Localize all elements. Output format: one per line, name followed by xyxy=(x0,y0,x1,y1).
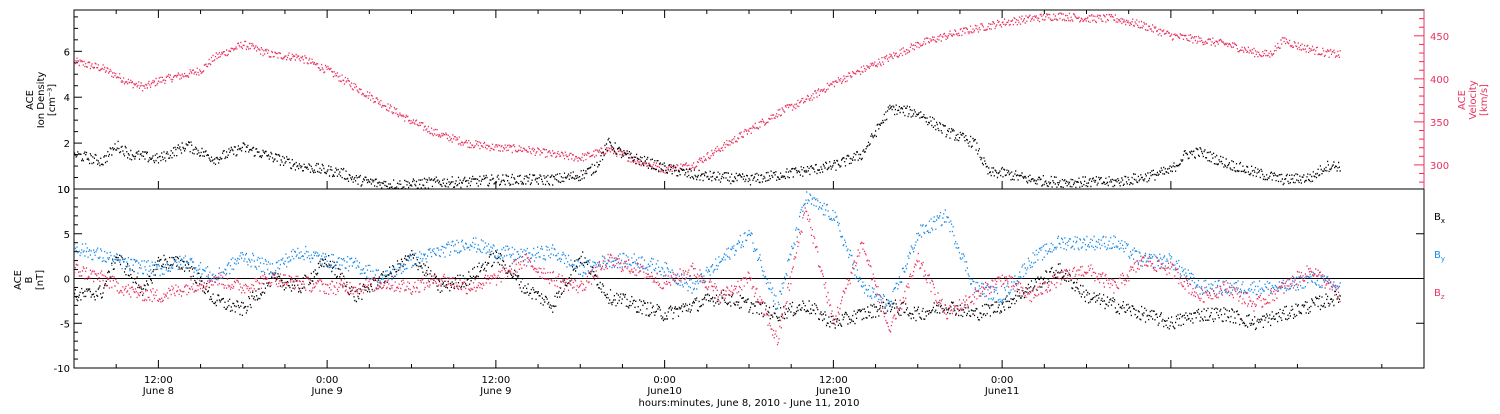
bottom-axis-title-line: B xyxy=(24,276,35,283)
top-right-tick-label: 450 xyxy=(1430,32,1449,43)
x-tick-label-date: June11 xyxy=(984,386,1020,397)
bottom-left-tick-label: -5 xyxy=(60,319,70,330)
x-tick-label-date: June 9 xyxy=(310,386,342,397)
top-left-tick-label: 0 xyxy=(64,185,70,196)
x-tick-label-date: June10 xyxy=(815,386,851,397)
x-tick-label-time: 12:00 xyxy=(144,375,173,386)
legend-entry-bz: Bz xyxy=(1434,288,1445,301)
x-tick-label-date: June 8 xyxy=(142,386,174,397)
bottom-axis-title-line: [nT] xyxy=(35,270,46,290)
x-tick-label-time: 12:00 xyxy=(481,375,510,386)
series-marks-by xyxy=(74,191,1341,312)
x-tick-label-date: June 9 xyxy=(479,386,511,397)
top-right-tick-label: 300 xyxy=(1430,161,1449,172)
top-right-axis-title-line: [km/s] xyxy=(1479,84,1490,116)
top-left-axis-title-line: [cm⁻³] xyxy=(47,84,58,116)
bottom-axis-title: ACE B [nT] xyxy=(13,270,46,290)
x-tick-label-time: 0:00 xyxy=(316,375,338,386)
bottom-left-tick-label: -10 xyxy=(54,364,70,375)
top-left-axis-title: ACE Ion Density [cm⁻³] xyxy=(25,72,58,129)
top-right-tick-label: 400 xyxy=(1430,75,1449,86)
bottom-left-tick-label: 0 xyxy=(64,275,70,286)
legend-entry-bx: Bx xyxy=(1434,212,1445,225)
bottom-left-tick-label: 10 xyxy=(57,185,70,196)
x-axis-title: hours:minutes, June 8, 2010 - June 11, 2… xyxy=(639,398,860,409)
legend-label: B xyxy=(1434,288,1441,299)
top-left-axis-title-line: Ion Density xyxy=(36,72,47,129)
x-tick-label-date: June10 xyxy=(646,386,682,397)
top-left-tick-label: 4 xyxy=(64,93,70,104)
top-right-tick-label: 350 xyxy=(1430,118,1449,129)
legend-label: B xyxy=(1434,212,1441,223)
top-panel-plot xyxy=(74,12,1341,190)
top-panel-axes: 0 2 4 6 300 350 400 450 xyxy=(64,10,1449,196)
series-marks-left-axis xyxy=(74,104,1341,190)
x-tick-label-time: 0:00 xyxy=(991,375,1013,386)
series-marks-right-axis xyxy=(74,12,1341,174)
bottom-axis-title-line: ACE xyxy=(13,270,24,290)
series-marks-bx xyxy=(74,250,1341,331)
legend-label: B xyxy=(1434,250,1441,261)
x-tick-label-time: 12:00 xyxy=(819,375,848,386)
axis-labels: ACE Ion Density [cm⁻³] ACE Velocity [km/s]ACE… xyxy=(13,72,1490,301)
legend-subscript: z xyxy=(1441,293,1445,301)
x-tick-label-time: 0:00 xyxy=(653,375,675,386)
bottom-left-tick-label: 5 xyxy=(64,230,70,241)
legend-subscript: y xyxy=(1441,255,1445,263)
series-marks-bz xyxy=(74,207,1341,346)
top-left-tick-label: 2 xyxy=(64,139,70,150)
legend-entry-by: By xyxy=(1434,250,1445,263)
top-left-tick-label: 6 xyxy=(64,47,70,58)
top-right-axis-title: ACE Velocity [km/s] xyxy=(1457,80,1490,119)
top-left-axis-title-line: ACE xyxy=(25,90,36,110)
top-right-axis-title-line: ACE xyxy=(1457,90,1468,110)
legend-subscript: x xyxy=(1441,217,1445,225)
top-right-axis-title-line: Velocity xyxy=(1468,80,1479,119)
bottom-panel-plot xyxy=(74,191,1341,346)
